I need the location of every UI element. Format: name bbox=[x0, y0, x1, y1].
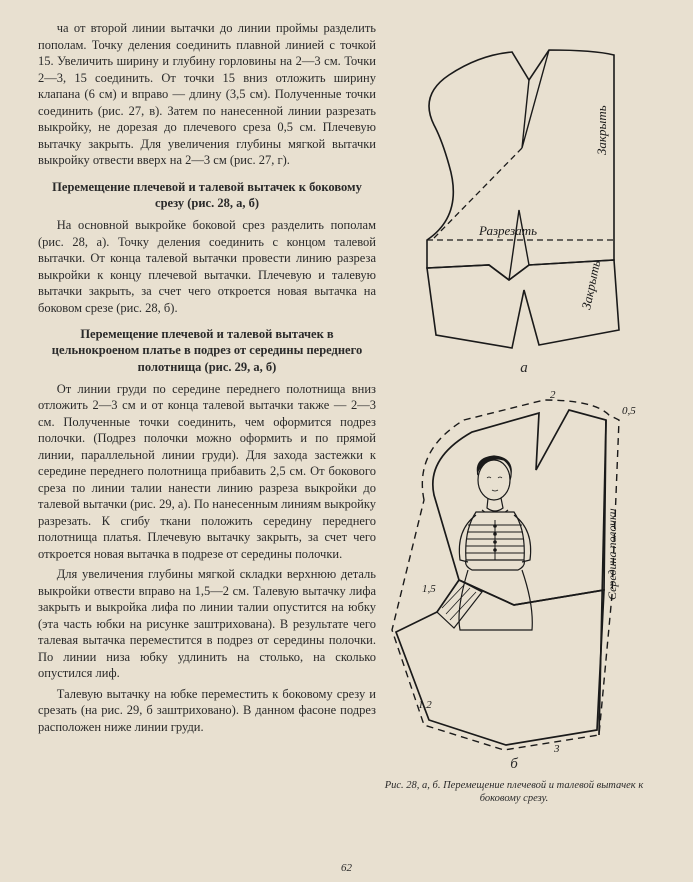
paragraph-4: Для увеличения глубины мягкой складки ве… bbox=[38, 566, 376, 682]
page: ча от второй линии вытачки до линии прой… bbox=[0, 0, 693, 882]
heading-2: Перемещение плечевой и талевой вытачек в… bbox=[38, 326, 376, 375]
num-2: 2 bbox=[550, 389, 556, 401]
pattern-b-dashed-outline bbox=[392, 400, 619, 750]
pattern-b-upper bbox=[433, 410, 606, 605]
figure-a: Разрезать Закрыть Закрыть а bbox=[394, 30, 654, 377]
pattern-b-svg: 2 0,5 1,5 1,2 3 Середина полочки bbox=[364, 380, 664, 760]
paragraph-5: Талевую вытачку на юбке переместить к бо… bbox=[38, 686, 376, 736]
pattern-b-lower bbox=[396, 580, 604, 745]
heading-1: Перемещение плечевой и талевой вытачек к… bbox=[38, 179, 376, 212]
num-15: 1,5 bbox=[422, 583, 436, 595]
num-12: 1,2 bbox=[418, 699, 432, 711]
paragraph-2: На основной выкройке боковой срез раздел… bbox=[38, 217, 376, 316]
page-number: 62 bbox=[341, 862, 352, 874]
num-05: 0,5 bbox=[622, 405, 636, 417]
pattern-a-shoulder-dart bbox=[522, 50, 549, 148]
num-3: 3 bbox=[553, 743, 560, 755]
label-close-1: Закрыть bbox=[594, 105, 609, 155]
figure-column: Разрезать Закрыть Закрыть а bbox=[394, 20, 665, 870]
figure-b: 2 0,5 1,5 1,2 3 Середина полочки bbox=[364, 380, 664, 805]
text-column: ча от второй линии вытачки до линии прой… bbox=[38, 20, 376, 870]
figure-caption: Рис. 28, а, б. Перемещение плечевой и та… bbox=[364, 779, 664, 805]
paragraph-1: ча от второй линии вытачки до линии прой… bbox=[38, 20, 376, 169]
label-cut: Разрезать bbox=[478, 223, 537, 238]
pattern-a-svg: Разрезать Закрыть Закрыть bbox=[394, 30, 654, 360]
pattern-a-waist-dart bbox=[509, 210, 529, 280]
label-center-front: Середина полочки bbox=[605, 508, 619, 600]
label-close-2: Закрыть bbox=[578, 259, 603, 311]
figure-a-label: а bbox=[394, 360, 654, 377]
paragraph-3: От линии груди по середине переднего пол… bbox=[38, 381, 376, 563]
figure-b-label: б bbox=[364, 756, 664, 773]
pattern-a-outline bbox=[427, 50, 614, 280]
